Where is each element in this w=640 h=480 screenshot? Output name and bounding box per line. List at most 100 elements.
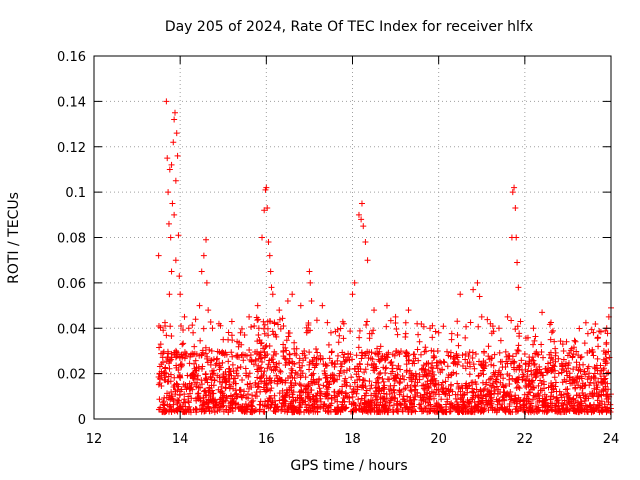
data-point xyxy=(359,382,366,389)
data-point xyxy=(204,359,211,366)
data-point xyxy=(210,396,217,403)
x-tick-label: 12 xyxy=(86,432,103,447)
data-point xyxy=(350,400,357,407)
data-point xyxy=(442,401,449,408)
data-point xyxy=(215,320,222,327)
data-point xyxy=(264,325,271,332)
data-point xyxy=(425,360,432,367)
data-point xyxy=(156,375,163,382)
data-point xyxy=(189,371,196,378)
data-point xyxy=(573,392,580,399)
data-point xyxy=(507,388,514,395)
data-point xyxy=(205,403,212,410)
data-point xyxy=(166,166,173,173)
data-point xyxy=(605,369,612,376)
data-point xyxy=(578,353,585,360)
data-point xyxy=(598,398,605,405)
data-point xyxy=(229,337,236,344)
data-point xyxy=(465,353,472,360)
data-point xyxy=(442,378,449,385)
data-point xyxy=(177,374,184,381)
data-point xyxy=(305,322,312,329)
data-point xyxy=(205,307,212,314)
data-point xyxy=(364,257,371,264)
data-point xyxy=(453,370,460,377)
data-point xyxy=(591,370,598,377)
data-point xyxy=(211,377,218,384)
data-point xyxy=(607,401,614,408)
data-point xyxy=(181,391,188,398)
data-point xyxy=(184,372,191,379)
data-point xyxy=(160,409,167,416)
data-point xyxy=(394,405,401,412)
data-point xyxy=(431,354,438,361)
data-point xyxy=(170,406,177,413)
data-point xyxy=(552,349,559,356)
data-point xyxy=(191,360,198,367)
data-point xyxy=(580,392,587,399)
data-point xyxy=(565,392,572,399)
data-point xyxy=(508,317,515,324)
data-point xyxy=(472,393,479,400)
data-point xyxy=(520,406,527,413)
data-point xyxy=(388,370,395,377)
data-point xyxy=(497,358,504,365)
data-point xyxy=(218,350,225,357)
data-point xyxy=(595,343,602,350)
data-point xyxy=(513,376,520,383)
data-point xyxy=(252,356,259,363)
data-point xyxy=(582,371,589,378)
data-point xyxy=(343,379,350,386)
data-point xyxy=(481,385,488,392)
data-point xyxy=(364,318,371,325)
data-point xyxy=(474,279,481,286)
data-point xyxy=(600,367,607,374)
data-point xyxy=(320,403,327,410)
data-point xyxy=(587,402,594,409)
data-point xyxy=(289,360,296,367)
data-point xyxy=(566,377,573,384)
data-point xyxy=(573,348,580,355)
data-point xyxy=(422,344,429,351)
data-point xyxy=(518,357,525,364)
data-point xyxy=(288,382,295,389)
data-point xyxy=(344,394,351,400)
data-point xyxy=(531,361,538,368)
data-point xyxy=(480,348,487,355)
data-point xyxy=(228,349,235,356)
data-point xyxy=(513,234,520,241)
data-point xyxy=(421,369,428,376)
data-point xyxy=(189,322,196,329)
data-point xyxy=(167,323,174,330)
data-point xyxy=(503,406,510,413)
data-point xyxy=(155,322,162,329)
data-point xyxy=(193,351,200,358)
data-point xyxy=(177,361,184,368)
data-point xyxy=(272,408,279,415)
data-point xyxy=(600,373,607,380)
data-point xyxy=(267,268,274,275)
data-point xyxy=(548,383,555,390)
data-point xyxy=(259,359,266,366)
data-point xyxy=(539,398,546,405)
data-point xyxy=(193,383,200,390)
data-point xyxy=(233,352,240,359)
data-point xyxy=(361,369,368,376)
data-point xyxy=(220,336,227,343)
data-point xyxy=(296,399,303,406)
data-point xyxy=(192,367,199,374)
data-point xyxy=(558,369,565,376)
data-point xyxy=(293,406,300,413)
data-point xyxy=(551,338,558,345)
data-point xyxy=(477,361,484,368)
data-point xyxy=(415,331,422,338)
data-point xyxy=(392,313,399,320)
data-point xyxy=(232,400,239,407)
data-point xyxy=(453,406,460,413)
data-point xyxy=(590,329,597,336)
data-point xyxy=(552,379,559,386)
data-point xyxy=(261,330,268,337)
data-point xyxy=(444,396,451,403)
data-point xyxy=(169,200,176,207)
data-point xyxy=(229,353,236,360)
